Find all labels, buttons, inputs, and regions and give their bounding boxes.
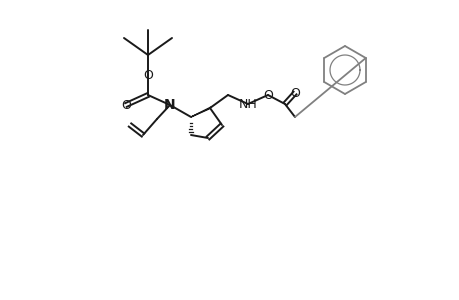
Text: O: O xyxy=(263,88,272,101)
Text: NH: NH xyxy=(238,98,257,110)
Text: O: O xyxy=(121,98,131,112)
Text: N: N xyxy=(164,98,175,112)
Text: O: O xyxy=(290,86,299,100)
Text: O: O xyxy=(143,68,152,82)
Polygon shape xyxy=(190,107,211,117)
